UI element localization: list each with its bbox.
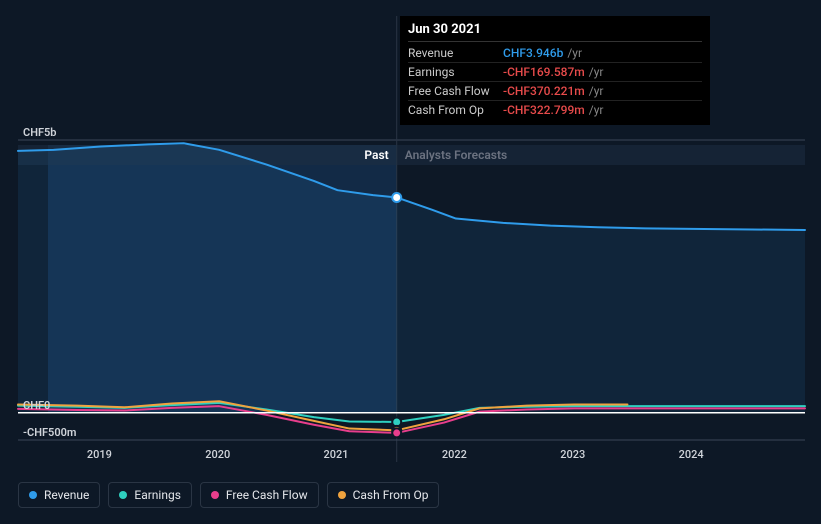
section-forecast-label: Analysts Forecasts xyxy=(397,148,805,162)
legend-dot-icon xyxy=(29,491,37,499)
x-axis-label: 2021 xyxy=(324,448,349,461)
x-axis-label: 2024 xyxy=(679,448,704,461)
legend-item-cfo[interactable]: Cash From Op xyxy=(327,482,440,508)
tooltip-row-label: Revenue xyxy=(408,46,503,60)
section-labels: Past Analysts Forecasts xyxy=(18,148,805,162)
legend-dot-icon xyxy=(119,491,127,499)
tooltip-row-unit: /yr xyxy=(589,103,604,117)
x-axis-label: 2022 xyxy=(442,448,467,461)
tooltip-row: Free Cash Flow-CHF370.221m/yr xyxy=(408,82,702,101)
tooltip-row-value: CHF3.946b xyxy=(503,46,563,60)
legend-label: Earnings xyxy=(134,488,181,502)
section-past-label: Past xyxy=(18,148,397,162)
x-axis-label: 2019 xyxy=(87,448,112,461)
x-axis-label: 2023 xyxy=(560,448,585,461)
tooltip-row-label: Free Cash Flow xyxy=(408,84,503,98)
tooltip-row-value: -CHF370.221m xyxy=(503,84,585,98)
y-axis-label: CHF0 xyxy=(23,399,50,412)
legend-item-fcf[interactable]: Free Cash Flow xyxy=(200,482,319,508)
legend-label: Cash From Op xyxy=(353,488,429,502)
tooltip-row-value: -CHF169.587m xyxy=(503,65,585,79)
x-axis-label: 2020 xyxy=(205,448,230,461)
legend-label: Free Cash Flow xyxy=(226,488,308,502)
chart-tooltip: Jun 30 2021 RevenueCHF3.946b/yrEarnings-… xyxy=(400,16,710,125)
tooltip-row: RevenueCHF3.946b/yr xyxy=(408,44,702,63)
legend-label: Revenue xyxy=(44,488,89,502)
tooltip-date: Jun 30 2021 xyxy=(408,22,702,42)
legend-item-revenue[interactable]: Revenue xyxy=(18,482,100,508)
tooltip-row-unit: /yr xyxy=(567,46,582,60)
y-axis-label: -CHF500m xyxy=(23,426,76,439)
tooltip-row-value: -CHF322.799m xyxy=(503,103,585,117)
tooltip-row-label: Cash From Op xyxy=(408,103,503,117)
y-axis-label: CHF5b xyxy=(23,126,57,139)
legend-dot-icon xyxy=(338,491,346,499)
tooltip-row: Cash From Op-CHF322.799m/yr xyxy=(408,101,702,119)
tooltip-row: Earnings-CHF169.587m/yr xyxy=(408,63,702,82)
tooltip-row-unit: /yr xyxy=(589,84,604,98)
tooltip-row-label: Earnings xyxy=(408,65,503,79)
chart-legend: Revenue Earnings Free Cash Flow Cash From O… xyxy=(18,482,439,508)
legend-item-earnings[interactable]: Earnings xyxy=(108,482,192,508)
legend-dot-icon xyxy=(211,491,219,499)
tooltip-row-unit: /yr xyxy=(589,65,604,79)
